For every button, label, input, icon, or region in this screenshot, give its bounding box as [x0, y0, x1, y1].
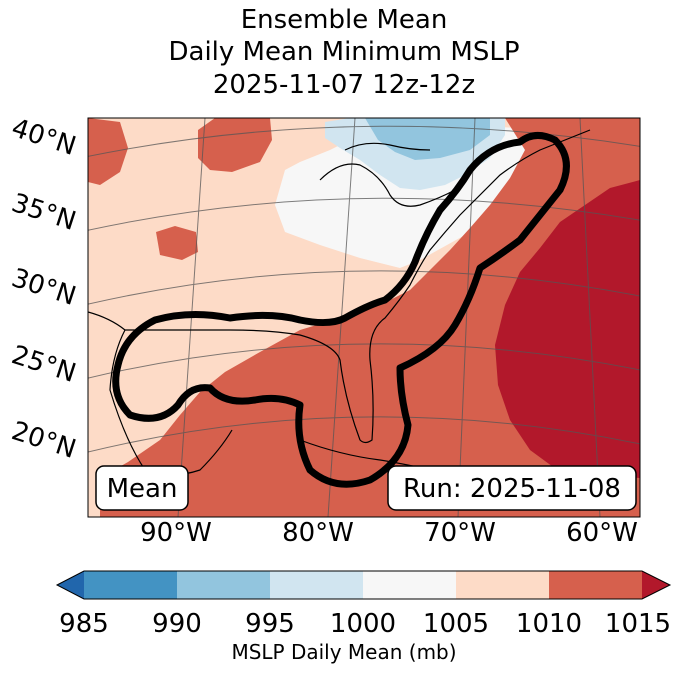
title-line-3: 2025-11-07 12z-12z: [212, 70, 476, 100]
colorbar-bin-1005-1010: [456, 571, 549, 599]
mean-annotation: Mean: [95, 465, 189, 511]
field-1010-1015-nw: [88, 118, 128, 185]
lat-label-30n: 30°N: [8, 263, 80, 312]
field-1010-1015-small: [156, 226, 198, 260]
field-1010-1015-east: [100, 118, 640, 517]
colorbar-arrow-low: [57, 571, 84, 599]
coastlines: [88, 129, 591, 476]
colorbar-outline: [55, 570, 672, 600]
colorbar-bin-1000-1005: [363, 571, 456, 599]
lon-label-70w: 70°W: [424, 518, 496, 548]
field-1015-plus: [495, 180, 640, 478]
run-label: Run: 2025-11-08: [403, 474, 621, 504]
colorbar-tick-1005: 1005: [423, 609, 489, 639]
run-annotation: Run: 2025-11-08: [387, 465, 637, 511]
colorbar-tick-1015: 1015: [605, 609, 671, 639]
lat-label-20n: 20°N: [8, 416, 80, 465]
lon-label-60w: 60°W: [566, 518, 638, 548]
threshold-contour: [112, 132, 570, 488]
colorbar-bin-995-1000: [270, 571, 363, 599]
title-line-1: Ensemble Mean: [240, 5, 448, 35]
map-panel: [88, 118, 640, 517]
lat-label-25n: 25°N: [8, 340, 80, 389]
lon-label-90w: 90°W: [140, 518, 212, 548]
colorbar-tick-985: 985: [59, 609, 109, 639]
mean-label: Mean: [107, 474, 178, 504]
colorbar-bin-985-990: [84, 571, 177, 599]
field-1010-1015-north: [198, 118, 272, 172]
title-line-2: Daily Mean Minimum MSLP: [168, 37, 520, 67]
field-990-995: [365, 118, 490, 160]
colorbar: [55, 570, 672, 600]
colorbar-bin-990-995: [177, 571, 270, 599]
lat-label-40n: 40°N: [8, 113, 80, 162]
colorbar-tick-1010: 1010: [516, 609, 582, 639]
colorbar-tick-990: 990: [152, 609, 202, 639]
map-frame: [87, 117, 641, 518]
colorbar-label: MSLP Daily Mean (mb): [231, 640, 457, 664]
lon-label-80w: 80°W: [282, 518, 354, 548]
colorbar-bin-1010-1015: [549, 571, 642, 599]
lat-label-35n: 35°N: [8, 188, 80, 237]
colorbar-arrow-high: [642, 571, 670, 599]
colorbar-tick-1000: 1000: [330, 609, 396, 639]
colorbar-tick-995: 995: [245, 609, 295, 639]
